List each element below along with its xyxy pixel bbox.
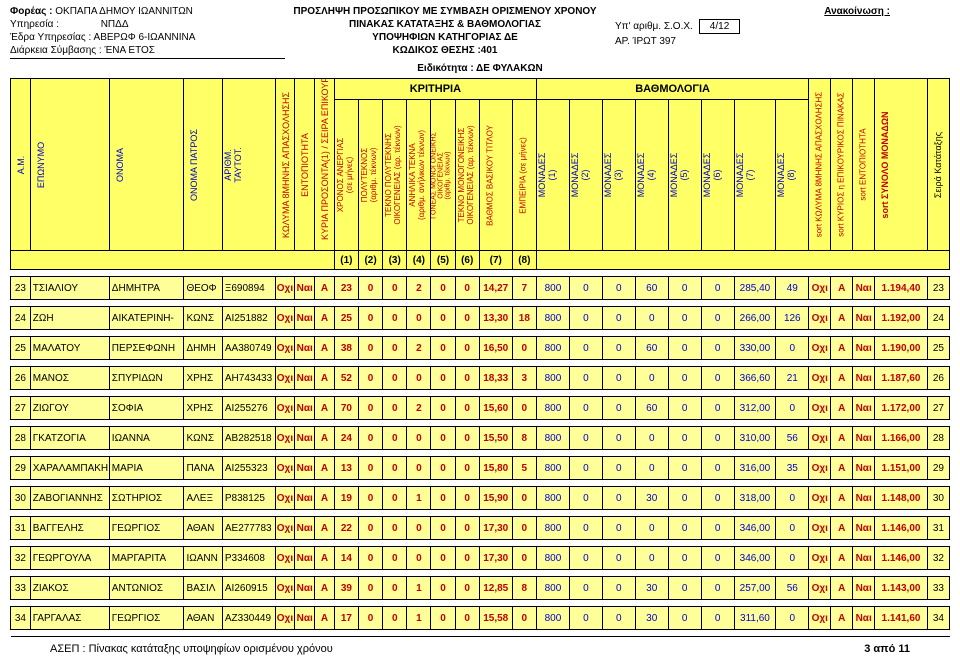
hdr-edra: ΑΒΕΡΩΦ 6-ΙΩΑΝΝΙΝΑ <box>94 32 196 43</box>
col-m6: ΜΟΝΑΔΕΣ (6) <box>702 100 722 250</box>
hdr-foreas-lbl: Φορέας : <box>10 6 52 17</box>
col-c9: ΧΡΟΝΟΣ ΑΝΕΡΓΙΑΣ (σε μήνες) <box>336 100 354 250</box>
group-kritiria: ΚΡΙΤΗΡΙΑ <box>334 79 536 100</box>
subnum-5: (5) <box>431 251 455 270</box>
yp-arithm: 4/12 <box>699 19 740 34</box>
announce-label: Ανακοίνωση : <box>615 6 950 17</box>
table-row: 25ΜΑΛΑΤΟΥΠΕΡΣΕΦΩΝΗΔΗΜΗΑΑ380749ΟχιΝαιΑ380… <box>11 337 950 360</box>
col-c14: ΤΕΚΝΟ ΜΟΝΟΓΟΝΕΙΚΗΣ ΟΙΚΟΓΕΝΕΙΑΣ (αρ. τέκν… <box>457 100 475 250</box>
table-row: 30ΖΑΒΟΓΙΑΝΝΗΣΣΩΤΗΡΙΟΣΑΛΕΞΡ838125ΟχιΝαιΑ1… <box>11 487 950 510</box>
hdr-title3: ΥΠΟΨΗΦΙΩΝ ΚΑΤΗΓΟΡΙΑΣ ΔΕ <box>285 32 605 43</box>
col-c12: ΑΝΗΛΙΚΑ ΤΕΚΝΑ (αριθμ. ανήλικων τέκνων) <box>408 100 426 250</box>
col-c10: ΠΟΛΥΤΕΚΝΟΣ (αριθμ. τέκνων) <box>360 100 378 250</box>
hdr-edra-lbl: Έδρα Υπηρεσίας : <box>10 32 91 43</box>
hdr-title4: ΚΩΔΙΚΟΣ ΘΕΣΗΣ :401 <box>285 45 605 56</box>
col-sort3: sort ΕΝΤΟΠΙΟΤΗΤΑ <box>859 90 868 240</box>
col-seira: Σειρά Κατάταξης <box>933 90 943 240</box>
col-sort2: sort ΚΥΡΙΟΣ η ΕΠΙΚΟΥΡΙΚΟΣ ΠΙΝΑΚΑΣ <box>837 90 846 240</box>
col-m5: ΜΟΝΑΔΕΣ (5) <box>669 100 689 250</box>
hdr-diarkeia: ΈΝΑ ΕΤΟΣ <box>104 45 155 56</box>
col-id: ΑΡΙΘΜ. ΤΑΥΤΟΤ. <box>223 90 243 240</box>
table-row: 32ΓΕΩΡΓΟΥΛΑΜΑΡΓΑΡΙΤΑΙΩΑΝΝΡ334608ΟχιΝαιΑ1… <box>11 547 950 570</box>
hdr-title1: ΠΡΟΣΛΗΨΗ ΠΡΟΣΩΠΙΚΟΥ ΜΕ ΣΥΜΒΑΣΗ ΟΡΙΣΜΕΝΟΥ… <box>285 6 605 17</box>
col-m1: ΜΟΝΑΔΕΣ (1) <box>537 100 557 250</box>
subnum-2: (2) <box>358 251 382 270</box>
table-row: 29ΧΑΡΑΛΑΜΠΑΚΗΜΑΡΙΑΠΑΝΑΑΙ255323ΟχιΝαιΑ130… <box>11 457 950 480</box>
col-patros: ΟΝΟΜΑ ΠΑΤΡΟΣ <box>189 90 199 240</box>
col-eponymo: ΕΠΩΝΥΜΟ <box>36 90 46 240</box>
yp-arithm-lbl: Υπ' αριθμ. Σ.Ο.Χ. <box>615 21 693 32</box>
subnum-7: (7) <box>479 251 512 270</box>
table-row: 24ΖΩΗΑΙΚΑΤΕΡΙΝΗ-ΚΩΝΣΑΙ251882ΟχιΝαιΑ25000… <box>11 307 950 330</box>
col-m3: ΜΟΝΑΔΕΣ (3) <box>603 100 623 250</box>
table-row: 27ΖΙΩΓΟΥΣΟΦΙΑΧΡΗΣΑΙ255276ΟχιΝαιΑ70002001… <box>11 397 950 420</box>
table-row: 33ΖΙΑΚΟΣΑΝΤΩΝΙΟΣΒΑΣΙΛΑΙ260915ΟχιΝαιΑ3900… <box>11 577 950 600</box>
table-row: 28ΓΚΑΤΖΟΓΙΑΙΩΑΝΝΑΚΩΝΣΑΒ282518ΟχιΝαιΑ2400… <box>11 427 950 450</box>
subnum-6: (6) <box>455 251 479 270</box>
ar-prot-lbl: ΑΡ. ΊΡΩΤ <box>615 36 657 47</box>
subnum-1: (1) <box>334 251 358 270</box>
hdr-ypiresia: ΝΠΔΔ <box>101 19 129 30</box>
hdr-foreas: ΟΚΠΑΠΑ ΔΗΜΟΥ ΙΩΑΝΝΙΤΩΝ <box>55 6 193 17</box>
col-kolyma: ΚΩΛΥΜΑ 8ΜΗΝΗΣ ΑΠΑΣΧΟΛΗΣΗΣ <box>281 90 291 240</box>
col-sort1: sort ΚΩΛΥΜΑ 8ΜΗΝΗΣ ΑΠΑΣΧΟΛΗΣΗΣ <box>815 90 824 240</box>
ar-prot: 397 <box>659 36 676 47</box>
col-c11: ΤΕΚΝΟ ΠΟΛΥΤΕΚΝΗΣ ΟΙΚΟΓΕΝΕΙΑΣ (αρ. τέκνων… <box>384 100 402 250</box>
col-sort4: sort ΣΥΝΟΛΟ ΜΟΝΑΔΩΝ <box>880 90 890 240</box>
col-m7: ΜΟΝΑΔΕΣ (7) <box>735 100 755 250</box>
hdr-title2: ΠΙΝΑΚΑΣ ΚΑΤΑΤΑΞΗΣ & ΒΑΘΜΟΛΟΓΙΑΣ <box>285 19 605 30</box>
hdr-diarkeia-lbl: Διάρκεια Σύμβασης : <box>10 45 102 56</box>
col-c16: ΕΜΠΕΙΡΙΑ (σε μήνες) <box>518 100 527 250</box>
ranking-table: Α.Μ. ΕΠΩΝΥΜΟ ΟΝΟΜΑ ΟΝΟΜΑ ΠΑΤΡΟΣ ΑΡΙΘΜ. Τ… <box>10 78 950 637</box>
table-row: 31ΒΑΓΓΕΛΗΣΓΕΩΡΓΙΟΣΑΘΑΝΑΕ277783ΟχιΝαιΑ220… <box>11 517 950 540</box>
table-row: 26ΜΑΝΟΣΣΠΥΡΙΔΩΝΧΡΗΣΑΗ743433ΟχιΝαιΑ520000… <box>11 367 950 390</box>
col-c13: ΓΟΝΕΑΣ ΜΟΝΟΓΟΝΕΙΚΗΣ ΟΙΚΟΓΕΝΕΙΑΣ (αριθμ. … <box>431 100 452 250</box>
specialty: Ειδικότητα : ΔΕ ΦΥΛΑΚΩΝ <box>10 63 950 74</box>
group-bathmologia: ΒΑΘΜΟΛΟΓΙΑ <box>536 79 808 100</box>
subnum-4: (4) <box>407 251 431 270</box>
table-row: 23ΤΣΙΑΛΙΟΥΔΗΜΗΤΡΑΘΕΟΦΞ690894ΟχιΝαιΑ23002… <box>11 277 950 300</box>
footer-left: ΑΣΕΠ : Πίνακας κατάταξης υποψηφίων ορισμ… <box>10 643 864 655</box>
subnum-8: (8) <box>512 251 536 270</box>
col-am: Α.Μ. <box>16 90 26 240</box>
col-kyria: ΚΥΡΙΑ ΠΡΟΣΟΝΤΑ(1) / ΣΕΙΡΑ ΕΠΙΚΟΥΡΙΑΣ <box>320 90 330 240</box>
col-m2: ΜΟΝΑΔΕΣ (2) <box>570 100 590 250</box>
col-m4: ΜΟΝΑΔΕΣ (4) <box>636 100 656 250</box>
col-m8: ΜΟΝΑΔΕΣ (8) <box>776 100 796 250</box>
table-row: 34ΓΑΡΓΑΛΑΣΓΕΩΡΓΙΟΣΑΘΑΝΑΖ330449ΟχιΝαιΑ170… <box>11 607 950 630</box>
subnum-3: (3) <box>383 251 407 270</box>
col-onoma: ΟΝΟΜΑ <box>115 90 125 240</box>
col-c15: ΒΑΘΜΟΣ ΒΑΣΙΚΟΥ ΤΙΤΛΟΥ <box>485 100 494 250</box>
hdr-ypiresia-lbl: Υπηρεσία : <box>10 19 59 30</box>
col-entop: ΕΝΤΟΠΙΟΤΗΤΑ <box>300 90 310 240</box>
footer-right: 3 από 11 <box>864 643 950 655</box>
